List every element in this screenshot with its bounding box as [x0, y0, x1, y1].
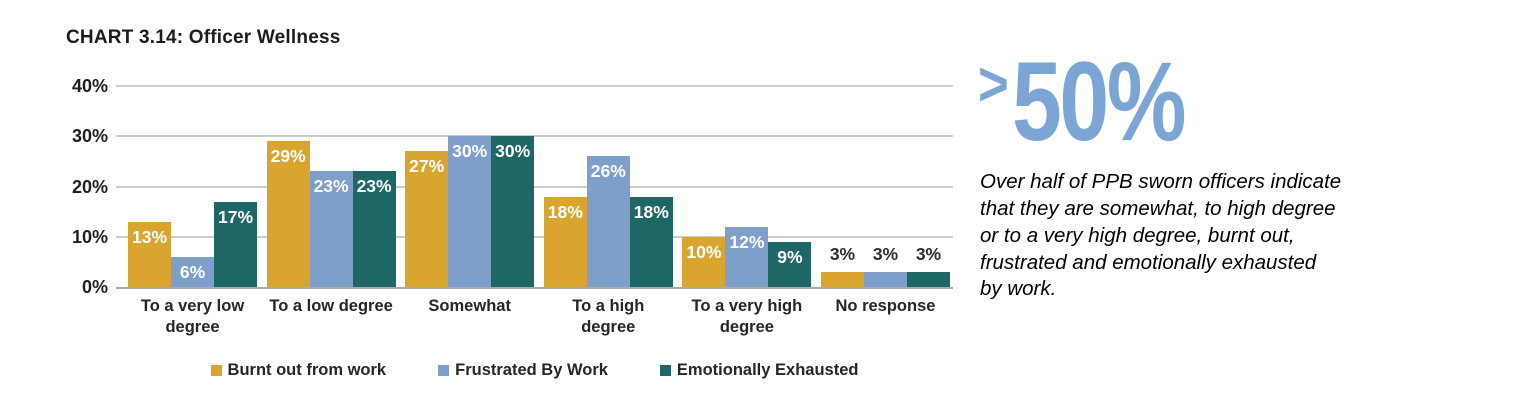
bar-group: 27% 30% 30%	[405, 136, 535, 287]
bar-value-label: 18%	[547, 202, 583, 222]
bar-burnt-out-from-work: 13%	[128, 222, 171, 287]
bar-burnt-out-from-work: 10%	[682, 237, 726, 287]
legend-swatch	[210, 364, 222, 376]
legend-swatch	[438, 364, 450, 376]
bar-group: 3% 3% 3%	[820, 244, 950, 287]
bar-frustrated-by-work: 26%	[586, 156, 630, 287]
legend: Burnt out from work Frustrated By Work Emo…	[116, 361, 953, 380]
bar-value-label: 9%	[777, 247, 803, 267]
bar-value-label: 30%	[452, 141, 488, 161]
chart-title: CHART 3.14: Officer Wellness	[66, 27, 341, 48]
bar-value-label: 23%	[356, 176, 392, 196]
chart-section: CHART 3.14: Officer Wellness 40% 30% 20% 10…	[66, 27, 956, 380]
legend-label: Emotionally Exhausted	[676, 360, 859, 379]
gridline	[116, 185, 953, 188]
big-stat: > 50%	[978, 39, 1418, 164]
legend-item: Emotionally Exhausted	[659, 360, 859, 380]
bar-frustrated-by-work: 23%	[309, 171, 353, 287]
y-tick-label: 10%	[71, 226, 108, 247]
bar-burnt-out-from-work: 29%	[266, 141, 310, 287]
x-category-label: To a very high degree	[691, 297, 803, 337]
legend-item: Frustrated By Work	[438, 361, 608, 380]
bar-group: 13% 6% 17%	[128, 202, 257, 287]
callout-caption: Over half of PPB sworn officers indicate…	[980, 170, 1342, 301]
bar-burnt-out-from-work: 18%	[543, 197, 587, 287]
legend-label: Burnt out from work	[227, 360, 387, 379]
x-category-label: Somewhat	[428, 297, 511, 315]
y-tick-label: 0%	[81, 277, 108, 297]
bar-emotionally-exhausted: 30%	[491, 136, 535, 287]
bar-groups: 13% 6% 17% 29% 23% 23% 27% 30% 30% 18% 26% 18% 10% 12…	[116, 86, 953, 287]
bar-value-label: 12%	[729, 232, 765, 252]
bar-frustrated-by-work: 6%	[171, 257, 214, 287]
bar-value-label: 29%	[270, 146, 306, 166]
y-axis: 40% 30% 20% 10% 0%	[66, 76, 116, 297]
bar-value-label: 26%	[590, 161, 626, 181]
legend-item: Burnt out from work	[210, 360, 387, 380]
bar-burnt-out-from-work: 3%	[820, 244, 864, 287]
x-category-label: To a very low degree	[140, 297, 245, 337]
bar-frustrated-by-work: 12%	[725, 227, 769, 287]
gridline	[116, 85, 953, 87]
legend-label: Frustrated By Work	[455, 360, 608, 379]
bar-emotionally-exhausted: 18%	[629, 197, 673, 287]
gridline	[116, 135, 953, 138]
stat-value: 50%	[1012, 39, 1187, 164]
bar-emotionally-exhausted: 23%	[352, 171, 396, 287]
bar-group: 29% 23% 23%	[266, 141, 396, 287]
bar-frustrated-by-work: 30%	[448, 136, 492, 287]
bar-value-label: 23%	[313, 176, 349, 196]
bar-burnt-out-from-work: 27%	[405, 151, 449, 287]
bar-value-label: 30%	[495, 141, 531, 161]
bar-value-label: 27%	[409, 156, 445, 176]
gridline	[116, 235, 953, 238]
plot-area: 13% 6% 17% 29% 23% 23% 27% 30% 30% 18% 26% 18% 10% 12…	[116, 85, 953, 289]
bar-value-label: 6%	[179, 262, 206, 282]
bar-value-label: 13%	[131, 227, 168, 247]
y-tick-label: 20%	[71, 176, 108, 197]
x-category-label: To a low degree	[269, 297, 393, 315]
bar-value-label: 18%	[633, 202, 669, 222]
chart-body: 40% 30% 20% 10% 0% 13% 6% 17% 29% 23% 23% 27% 30% 30…	[66, 76, 956, 297]
x-axis: To a very low degree To a low degree Somew…	[116, 296, 953, 339]
bar-frustrated-by-work: 3%	[863, 244, 907, 287]
bar-group: 18% 26% 18%	[543, 156, 673, 287]
bar-emotionally-exhausted: 9%	[768, 242, 812, 287]
bar-emotionally-exhausted: 17%	[214, 202, 257, 287]
bar-value-label: 17%	[217, 207, 254, 227]
bar-value-label: 10%	[686, 242, 722, 262]
callout-panel: > 50% Over half of PPB sworn officers in…	[978, 39, 1418, 303]
legend-swatch	[659, 364, 671, 376]
x-category-label: To a high degree	[572, 297, 645, 337]
bar-emotionally-exhausted: 3%	[906, 244, 950, 287]
bar-group: 10% 12% 9%	[682, 227, 812, 287]
y-tick-label: 40%	[71, 76, 108, 96]
greater-than-symbol: >	[978, 50, 1009, 119]
bar-value-label: 3%	[829, 244, 856, 264]
bar-value-label: 3%	[872, 244, 899, 264]
y-tick-label: 30%	[71, 126, 108, 147]
x-category-label: No response	[835, 297, 936, 315]
bar-value-label: 3%	[915, 244, 942, 264]
